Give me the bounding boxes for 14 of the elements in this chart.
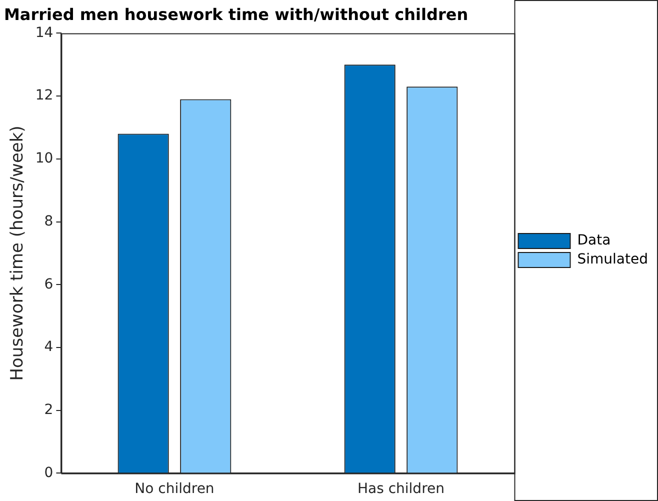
x-tick-label: No children (134, 481, 214, 498)
chart-title: Married men housework time with/without children (4, 4, 468, 24)
y-axis-title: Housework time (hours/week) (8, 126, 28, 381)
y-tick-label: 6 (44, 276, 54, 292)
legend-label: Data (577, 232, 611, 249)
y-tick-label: 12 (35, 88, 54, 104)
legend-label: Simulated (577, 252, 648, 268)
x-tick-label: Has children (357, 481, 445, 498)
y-tick-label: 4 (44, 339, 54, 356)
y-tick-label: 2 (44, 402, 54, 418)
y-tick-label: 0 (44, 464, 54, 481)
y-tick-label: 8 (44, 213, 54, 230)
y-tick-label: 10 (35, 150, 54, 167)
y-tick-label: 14 (35, 24, 54, 41)
